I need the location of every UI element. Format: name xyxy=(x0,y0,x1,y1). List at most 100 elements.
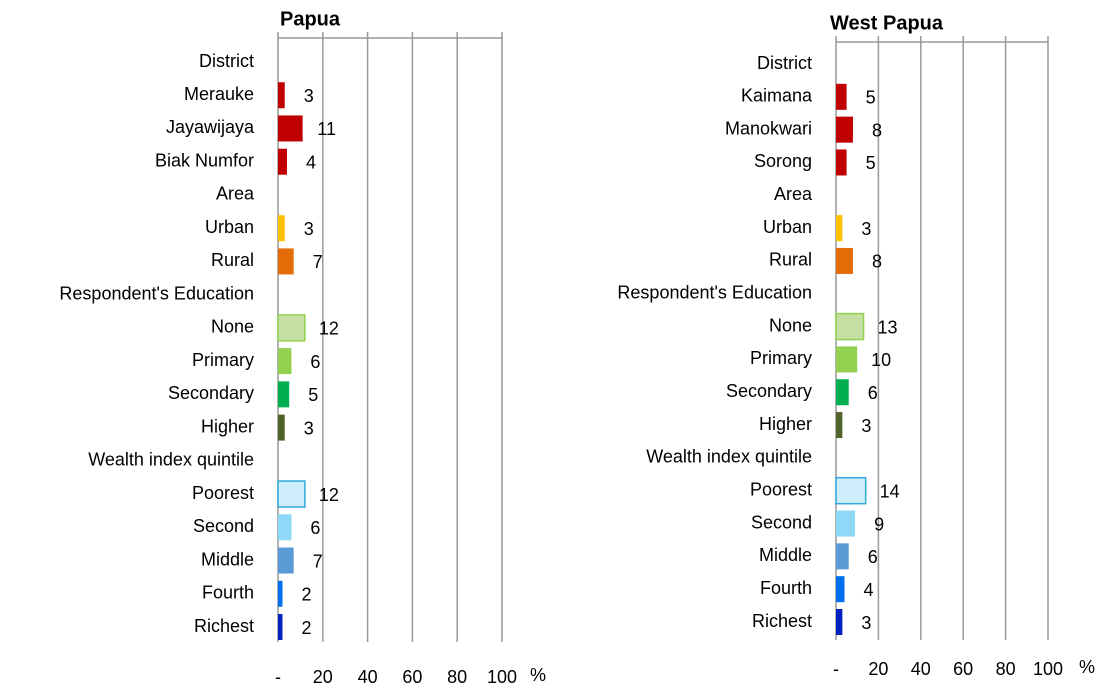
data-label: 2 xyxy=(301,618,311,638)
y-tick-label: Middle xyxy=(201,549,254,569)
x-tick-label: - xyxy=(833,659,839,679)
bar xyxy=(278,248,294,275)
y-tick-label: Poorest xyxy=(750,479,812,499)
bar xyxy=(278,614,283,640)
y-tick-label: Second xyxy=(193,516,254,536)
bar xyxy=(836,412,843,439)
bar xyxy=(836,116,853,143)
x-tick-label: 60 xyxy=(402,667,422,686)
y-tick-label: Primary xyxy=(192,350,254,370)
x-axis-label: % xyxy=(530,665,546,685)
bar xyxy=(836,247,853,274)
y-tick-label: District xyxy=(757,53,812,73)
data-label: 3 xyxy=(304,418,314,438)
bar xyxy=(278,348,292,375)
x-tick-label: 100 xyxy=(1033,659,1063,679)
y-tick-label: Richest xyxy=(752,611,812,631)
y-tick-label: Secondary xyxy=(168,383,254,403)
data-label: 6 xyxy=(310,352,320,372)
y-tick-label: Second xyxy=(751,512,812,532)
y-tick-label: Respondent's Education xyxy=(59,283,254,303)
bar xyxy=(278,148,287,175)
data-label: 4 xyxy=(863,580,873,600)
chart-title: Papua xyxy=(280,8,341,30)
y-tick-label: Primary xyxy=(750,348,812,368)
data-label: 14 xyxy=(880,481,900,501)
bar xyxy=(278,514,292,541)
data-label: 3 xyxy=(861,416,871,436)
y-tick-label: Middle xyxy=(759,545,812,565)
data-label: 6 xyxy=(868,547,878,567)
bar xyxy=(278,82,285,109)
y-tick-label: Rural xyxy=(211,250,254,270)
x-tick-label: 80 xyxy=(447,667,467,686)
x-tick-label: 80 xyxy=(996,659,1016,679)
y-tick-label: Respondent's Education xyxy=(617,283,812,303)
bar xyxy=(278,381,290,408)
bar xyxy=(836,576,845,603)
y-tick-label: Sorong xyxy=(754,151,812,171)
y-tick-label: Secondary xyxy=(726,381,812,401)
data-label: 3 xyxy=(861,613,871,633)
data-label: 4 xyxy=(306,152,316,172)
y-tick-label: Urban xyxy=(205,217,254,237)
y-tick-label: Poorest xyxy=(192,483,254,503)
y-tick-label: Fourth xyxy=(760,578,812,598)
bar xyxy=(836,215,843,242)
x-tick-label: 20 xyxy=(313,667,333,686)
data-label: 7 xyxy=(313,551,323,571)
y-tick-label: Biak Numfor xyxy=(155,150,254,170)
y-tick-label: District xyxy=(199,51,254,71)
bar xyxy=(836,346,858,373)
bar xyxy=(278,547,294,574)
chart-title: West Papua xyxy=(830,12,944,34)
y-tick-label: Wealth index quintile xyxy=(88,450,254,470)
x-tick-label: 20 xyxy=(868,659,888,679)
y-tick-label: Kaimana xyxy=(741,86,813,106)
data-label: 12 xyxy=(319,485,339,505)
y-tick-label: Fourth xyxy=(202,583,254,603)
bar xyxy=(835,476,867,505)
data-label: 8 xyxy=(872,120,882,140)
data-label: 6 xyxy=(310,518,320,538)
data-label: 11 xyxy=(317,119,336,139)
data-label: 5 xyxy=(308,385,318,405)
data-label: 9 xyxy=(874,514,884,534)
x-tick-label: 40 xyxy=(358,667,378,686)
y-tick-label: Area xyxy=(774,184,813,204)
x-tick-label: 100 xyxy=(487,667,517,686)
y-tick-label: None xyxy=(769,315,812,335)
y-tick-label: None xyxy=(211,317,254,337)
data-label: 5 xyxy=(866,153,876,173)
data-label: 5 xyxy=(866,88,876,108)
bar xyxy=(277,314,306,342)
y-tick-label: Urban xyxy=(763,217,812,237)
bar xyxy=(836,379,849,406)
y-tick-label: Higher xyxy=(759,414,812,434)
data-label: 12 xyxy=(319,319,339,339)
data-label: 10 xyxy=(871,350,891,370)
bar xyxy=(278,580,283,607)
x-axis-label: % xyxy=(1079,657,1095,677)
data-label: 2 xyxy=(301,585,311,605)
data-label: 6 xyxy=(868,383,878,403)
x-tick-label: - xyxy=(275,667,281,686)
y-tick-label: Manokwari xyxy=(725,118,812,138)
bar xyxy=(836,609,843,635)
bar xyxy=(835,312,865,341)
bar xyxy=(278,215,285,242)
y-tick-label: Wealth index quintile xyxy=(646,447,812,467)
x-tick-label: 60 xyxy=(953,659,973,679)
bar xyxy=(836,83,847,110)
y-tick-label: Richest xyxy=(194,616,254,636)
y-tick-label: Rural xyxy=(769,250,812,270)
bar xyxy=(278,115,303,142)
y-tick-label: Area xyxy=(216,184,255,204)
data-label: 13 xyxy=(878,317,898,337)
bar xyxy=(278,414,285,441)
y-tick-label: Jayawijaya xyxy=(166,117,255,137)
data-label: 3 xyxy=(861,219,871,239)
x-tick-label: 40 xyxy=(911,659,931,679)
data-label: 3 xyxy=(304,86,314,106)
